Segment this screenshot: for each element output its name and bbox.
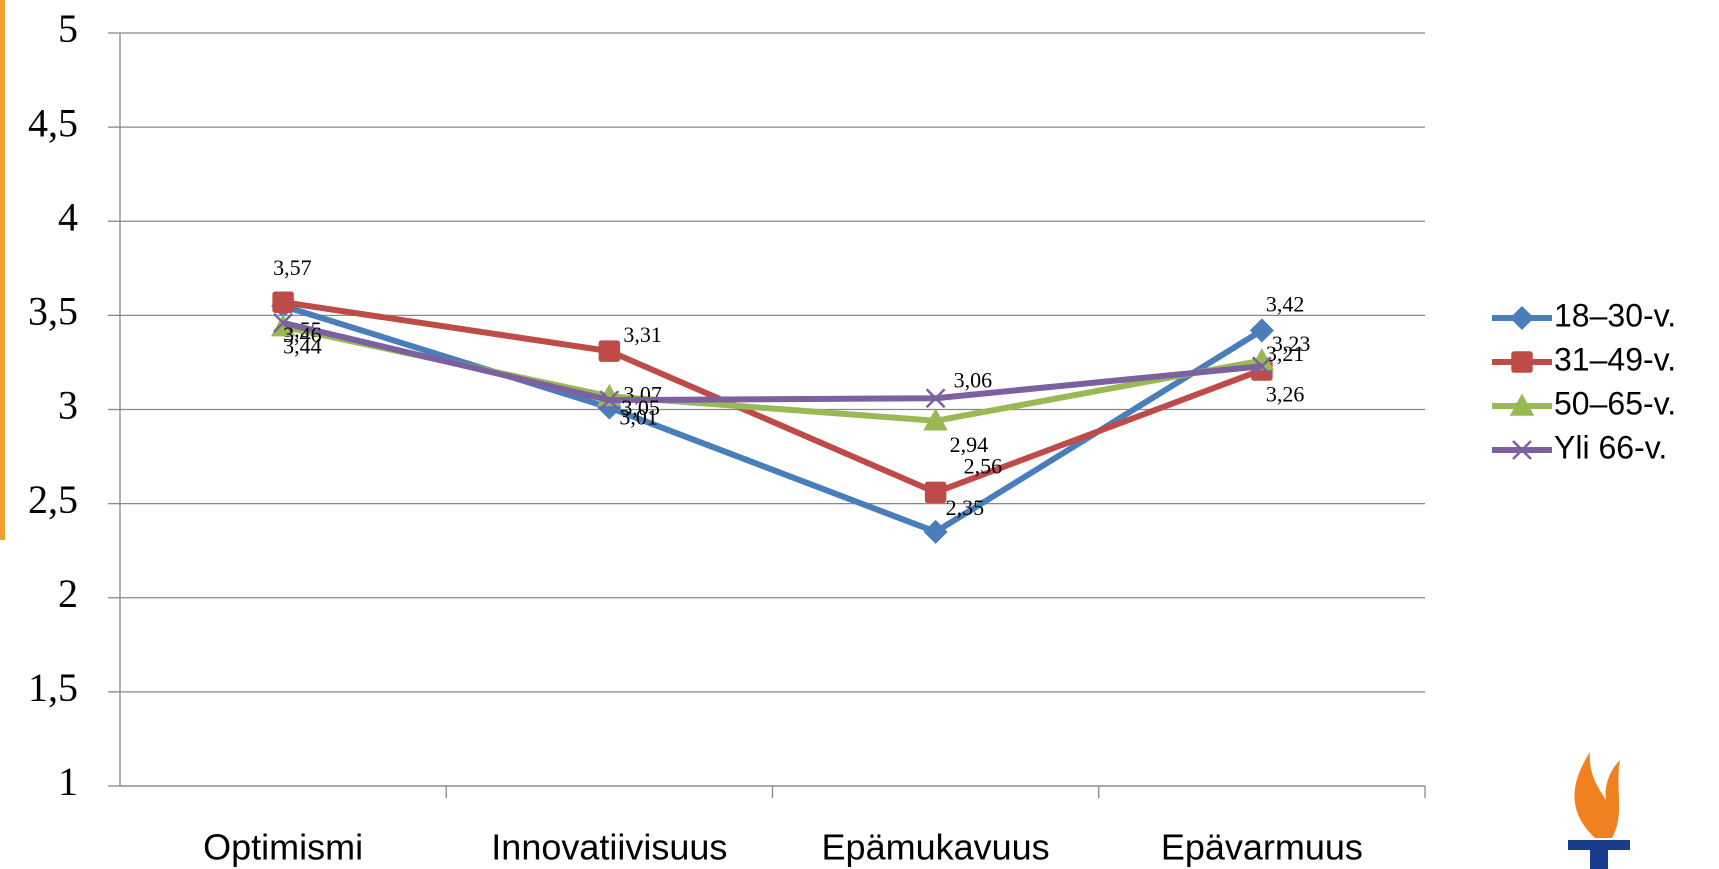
data-label: 3,05 <box>621 395 660 420</box>
data-label: 3,44 <box>283 334 322 359</box>
legend-label: 18–30-v. <box>1554 297 1676 333</box>
marker <box>1249 318 1274 343</box>
marker <box>925 388 946 409</box>
data-label: 2,94 <box>950 432 989 457</box>
marker <box>1509 305 1535 331</box>
data-label: 3,46 <box>283 322 322 347</box>
line <box>282 323 1263 424</box>
y-tick-label: 5 <box>58 6 78 51</box>
marker <box>1251 356 1272 377</box>
data-label: 3,01 <box>619 405 658 430</box>
marker <box>273 313 294 333</box>
x-tick-label: Optimismi <box>203 827 363 868</box>
line <box>282 299 1263 496</box>
line <box>282 319 1263 404</box>
y-tick-label: 2 <box>58 571 78 616</box>
legend-entry: 31–49-v. <box>1492 341 1676 377</box>
data-label: 2,35 <box>946 495 985 520</box>
legend-label: 50–65-v. <box>1554 385 1676 421</box>
y-tick-label: 1,5 <box>28 665 78 710</box>
marker <box>923 408 948 431</box>
data-label: 3,06 <box>954 367 993 392</box>
x-tick-label: Epämukavuus <box>822 827 1050 868</box>
y-tick-label: 2,5 <box>28 477 78 522</box>
y-tick-label: 1 <box>58 759 78 804</box>
edge-strip <box>0 0 5 540</box>
y-tick-label: 4,5 <box>28 100 78 145</box>
legend-label: 31–49-v. <box>1554 341 1676 377</box>
legend-label: Yli 66-v. <box>1554 429 1667 465</box>
marker <box>923 519 948 544</box>
data-label: 2,56 <box>964 453 1003 478</box>
data-label: 3,26 <box>1266 382 1305 407</box>
marker <box>1511 351 1533 373</box>
marker <box>1509 393 1535 416</box>
data-label: 3,42 <box>1266 291 1305 316</box>
x-tick-label: Innovatiivisuus <box>491 827 727 868</box>
legend-entry: 50–65-v. <box>1492 385 1676 421</box>
marker <box>599 390 620 410</box>
y-tick-label: 3,5 <box>28 289 78 334</box>
data-label: 3,21 <box>1266 341 1305 366</box>
marker <box>598 340 621 362</box>
y-tick-label: 3 <box>58 383 78 428</box>
x-tick-label: Epävarmuus <box>1161 827 1363 868</box>
legend-entry: Yli 66-v. <box>1492 429 1667 465</box>
y-tick-label: 4 <box>58 194 78 239</box>
data-label: 3,57 <box>273 255 312 280</box>
data-label: 3,23 <box>1272 331 1311 356</box>
logo <box>1568 752 1630 869</box>
series: 3,57 3,31 2,56 3,21 31–49-v. <box>272 255 1676 504</box>
legend-entry: 18–30-v. <box>1492 297 1676 333</box>
marker <box>924 481 947 504</box>
marker <box>1512 440 1532 460</box>
series: 3,46 3,05 3,06 3,23 Yli 66-v. <box>273 313 1667 465</box>
data-label: 3,31 <box>623 322 662 347</box>
marker <box>272 291 294 313</box>
